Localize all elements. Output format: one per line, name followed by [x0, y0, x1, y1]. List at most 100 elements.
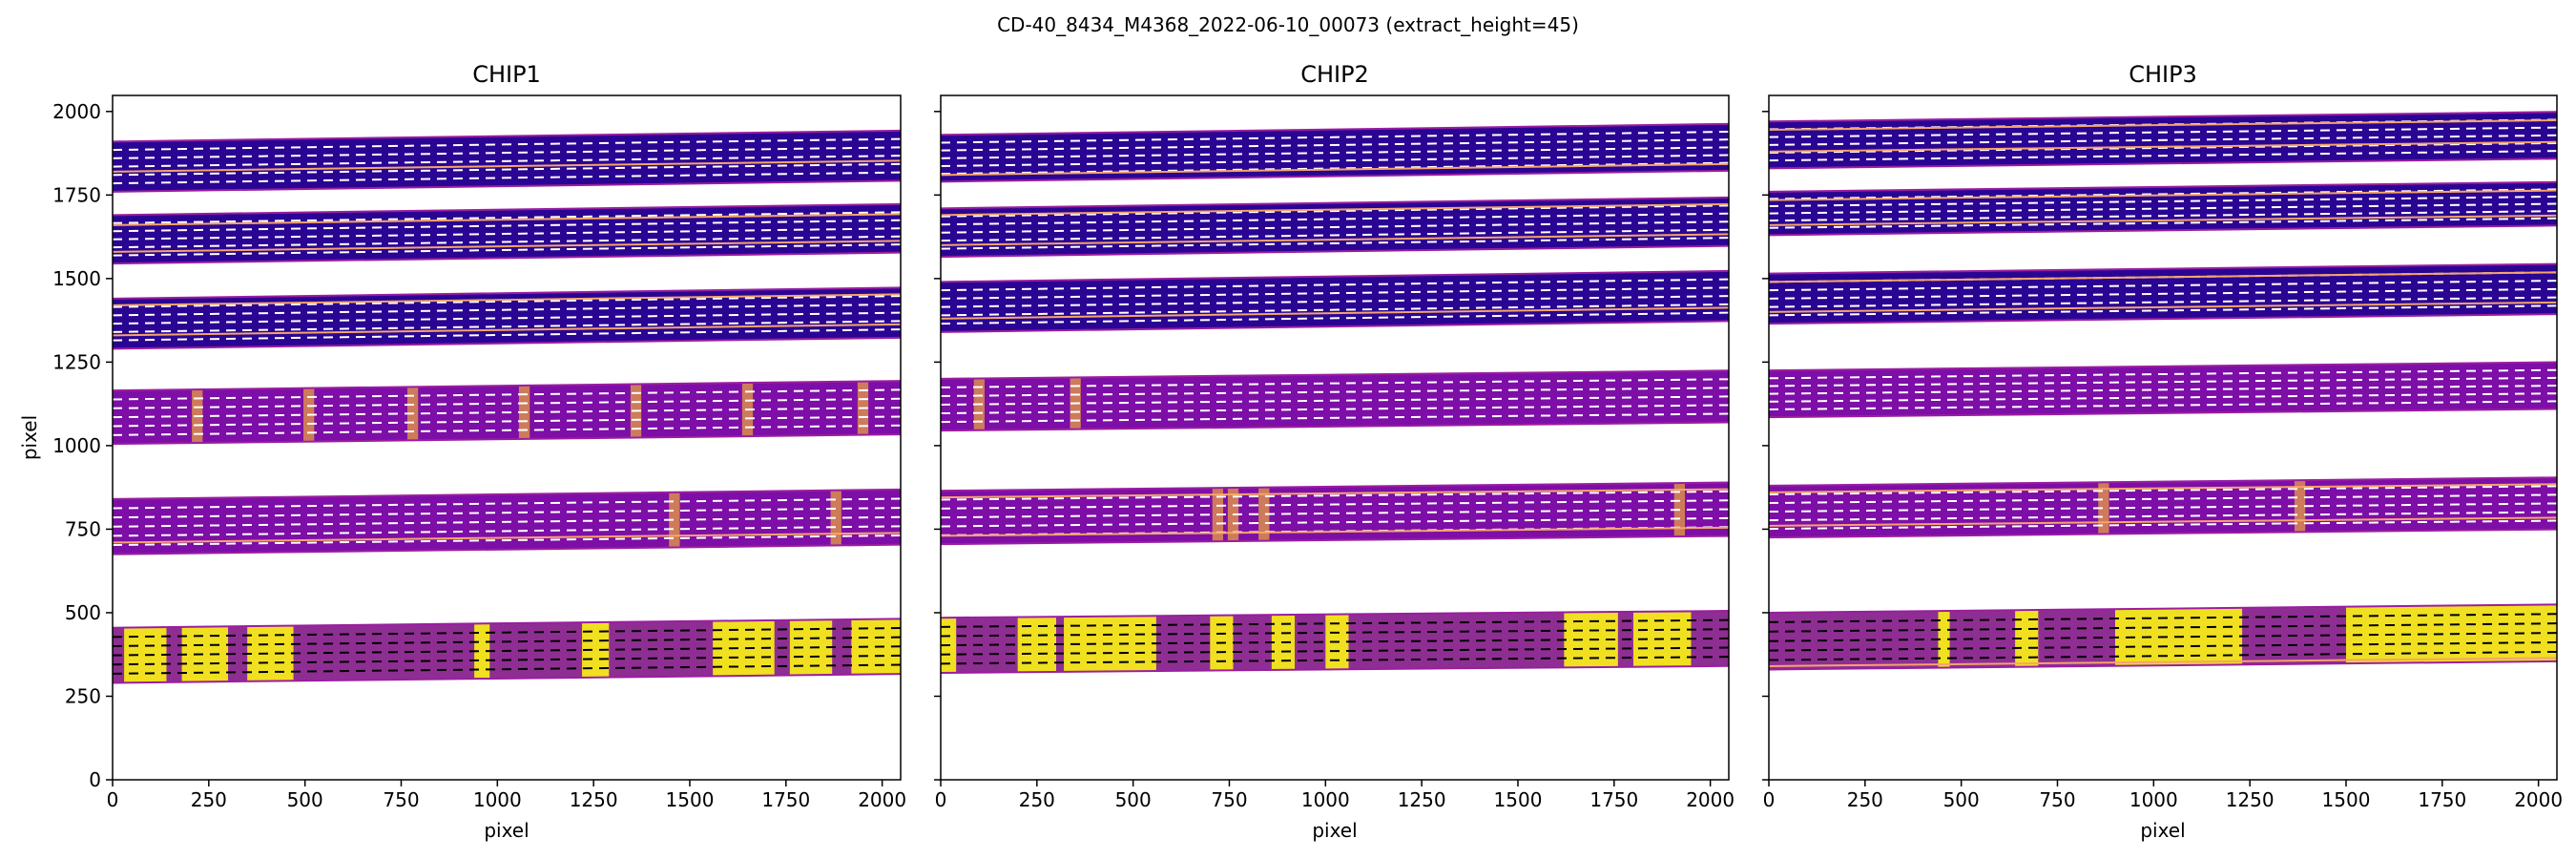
- extraction-dashed-line: [1769, 613, 2557, 623]
- order-upper-edge: [113, 488, 901, 500]
- order-upper-edge: [941, 481, 1729, 492]
- chip1-x-axis: 0 250 500 750 1000 1250 1500 1750 2000: [107, 780, 906, 811]
- y-tick-label: 1750: [52, 183, 101, 206]
- x-tick-label: 1750: [1589, 788, 1638, 811]
- order-dark-segment: [832, 618, 852, 675]
- axes-frame: [1768, 94, 2558, 781]
- y-tick-label: 1500: [52, 267, 101, 290]
- order-upper-edge: [1769, 111, 2557, 123]
- x-tick-label: 1500: [666, 788, 715, 811]
- order-trace-line: [113, 293, 901, 306]
- extraction-dashed-line: [1769, 485, 2557, 495]
- chip2-xlabel: pixel: [1312, 819, 1357, 842]
- order-trace-line: [941, 233, 1729, 246]
- extraction-dashed-line: [113, 227, 901, 241]
- extraction-dashed-line: [113, 424, 901, 436]
- extraction-dashed-line: [1769, 641, 2557, 652]
- y-tick-label: 500: [65, 601, 101, 624]
- extraction-dashed-line: [1769, 141, 2557, 154]
- chip3-title: CHIP3: [2129, 61, 2197, 88]
- order-lower-edge: [941, 244, 1729, 259]
- order-dark-segment: [1155, 615, 1211, 672]
- extraction-dashed-line: [1769, 493, 2557, 505]
- extraction-dashed-line: [941, 161, 1729, 176]
- x-tick-label: 0: [935, 788, 947, 811]
- order-trace-line: [1769, 214, 2557, 226]
- order-trace-line: [1769, 189, 2557, 201]
- order-upper-edge: [941, 269, 1729, 283]
- order-dark-segment: [166, 626, 182, 682]
- x-tick-label: 1000: [473, 788, 522, 811]
- order-dark-segment: [1295, 614, 1326, 670]
- order-upper-edge: [113, 202, 901, 217]
- extraction-dashed-line: [113, 320, 901, 333]
- extraction-dashed-line: [941, 628, 1729, 638]
- order-upper-edge: [1769, 476, 2557, 487]
- chip2-panel: CHIP2 0 250 500 750 1000 1250 1500 1750 2000 pix…: [934, 61, 1735, 842]
- extraction-dashed-line: [113, 211, 901, 224]
- extraction-dashed-line: [113, 219, 901, 233]
- chip1-ylabel: pixel: [18, 415, 41, 460]
- extraction-dashed-line: [113, 328, 901, 342]
- order-upper-edge: [1769, 180, 2557, 193]
- extraction-dashed-line: [941, 237, 1729, 250]
- order-line-feature: [669, 492, 680, 548]
- y-tick-label: 750: [65, 517, 101, 540]
- order-lower-edge: [113, 673, 901, 684]
- extraction-dashed-line: [1769, 210, 2557, 222]
- order-lower-edge: [1769, 660, 2557, 671]
- x-tick-label: 1000: [2129, 788, 2178, 811]
- order-dark-segment: [227, 626, 248, 682]
- chip3-order-3: [1769, 262, 2557, 325]
- y-tick-label: 1250: [52, 350, 101, 373]
- extraction-dashed-line: [113, 507, 901, 519]
- extraction-dashed-line: [113, 171, 901, 185]
- order-upper-edge: [941, 610, 1729, 619]
- order-trace-line: [113, 323, 901, 337]
- chip1-plot-area: [112, 94, 902, 781]
- extraction-dashed-line: [941, 412, 1729, 424]
- chip1-order-5: [113, 488, 901, 555]
- extraction-dashed-line: [941, 295, 1729, 308]
- order-lower-edge: [1769, 528, 2557, 539]
- chip3-order-4: [1769, 361, 2557, 419]
- extraction-dashed-line: [113, 162, 901, 177]
- order-upper-edge: [941, 122, 1729, 136]
- extraction-dashed-line: [1769, 217, 2557, 229]
- x-tick-label: 2000: [858, 788, 906, 811]
- order-trace-line: [941, 202, 1729, 217]
- x-tick-label: 1750: [2418, 788, 2466, 811]
- order-lower-edge: [1769, 224, 2557, 237]
- order-lower-edge: [941, 169, 1729, 183]
- extraction-dashed-line: [941, 646, 1729, 656]
- extraction-dashed-line: [113, 388, 901, 401]
- x-tick-label: 1250: [570, 788, 618, 811]
- extraction-dashed-line: [1769, 400, 2557, 410]
- x-tick-label: 1500: [2322, 788, 2371, 811]
- chip1-order-2: [113, 202, 901, 265]
- x-tick-label: 1000: [1301, 788, 1350, 811]
- order-dark-segment: [293, 623, 475, 681]
- extraction-dashed-line: [941, 212, 1729, 226]
- extraction-dashed-line: [1769, 202, 2557, 215]
- extraction-dashed-line: [113, 146, 901, 159]
- order-lower-edge: [113, 179, 901, 193]
- x-tick-label: 2000: [2514, 788, 2563, 811]
- extraction-dashed-line: [941, 637, 1729, 647]
- extraction-dashed-line: [941, 508, 1729, 519]
- extraction-dashed-line: [941, 138, 1729, 152]
- extraction-dashed-line: [113, 415, 901, 428]
- extraction-dashed-line: [113, 534, 901, 547]
- extraction-dashed-line: [941, 378, 1729, 388]
- chip2-title: CHIP2: [1300, 61, 1369, 88]
- extraction-dashed-line: [941, 228, 1729, 242]
- chip3-order-5: [1769, 476, 2557, 539]
- chip3-order-1: [1769, 111, 2557, 170]
- extraction-dashed-line: [113, 243, 901, 257]
- order-upper-edge: [113, 286, 901, 300]
- extraction-dashed-line: [941, 286, 1729, 300]
- order-trace-line: [113, 159, 901, 173]
- extraction-dashed-line: [941, 278, 1729, 292]
- order-upper-edge: [113, 380, 901, 392]
- extraction-dashed-line: [941, 395, 1729, 407]
